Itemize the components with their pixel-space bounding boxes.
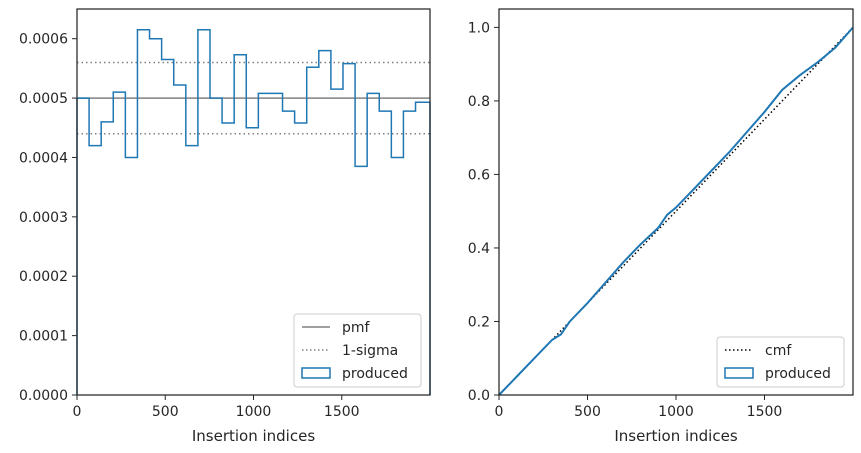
y-tick-label: 0.4: [468, 241, 490, 257]
y-tick-label: 0.0002: [19, 269, 68, 285]
y-tick-label: 0.2: [468, 314, 490, 330]
legend-label: pmf: [342, 320, 371, 336]
legend: cmf produced: [716, 336, 845, 388]
legend: pmf 1-sigma produced: [293, 313, 422, 388]
y-tick-label: 0.8: [468, 94, 490, 110]
y-tick-label: 0.0004: [19, 150, 68, 166]
legend-label: 1-sigma: [342, 343, 398, 359]
plot-frame: [498, 8, 854, 396]
legend-swatch-produced: [724, 367, 754, 379]
y-tick-label: 0.0006: [19, 32, 68, 48]
y-tick-label: 0.0: [468, 388, 490, 404]
cmf-line: [498, 26, 854, 396]
legend-label: produced: [342, 366, 408, 382]
y-tick-label: 0.0000: [19, 388, 68, 404]
y-tick-label: 0.0003: [19, 210, 68, 226]
x-tick-label: 1000: [658, 404, 694, 420]
x-axis-label: Insertion indices: [192, 427, 315, 445]
legend-box: [716, 336, 845, 388]
y-tick-label: 0.6: [468, 167, 490, 183]
x-tick-label: 500: [152, 404, 179, 420]
right-chart-cmf: 0 500 1000 1500 0.0 0.2 0.4 0.6 0.8 1.0 Insertion …: [468, 8, 854, 445]
legend-label: cmf: [765, 343, 792, 359]
produced-histogram-series: [76, 29, 431, 395]
y-tick-label: 0.0001: [19, 329, 68, 345]
x-tick-label: 0: [495, 404, 504, 420]
plot-frame: [76, 8, 431, 396]
produced-cumulative-series: [498, 26, 854, 396]
x-tick-label: 1500: [324, 404, 360, 420]
x-tick-label: 0: [73, 404, 82, 420]
x-axis-label: Insertion indices: [614, 427, 737, 445]
y-tick-label: 0.0005: [19, 91, 68, 107]
x-tick-label: 1000: [236, 404, 272, 420]
legend-label: produced: [765, 366, 831, 382]
y-tick-label: 1.0: [468, 20, 490, 36]
left-chart-pmf: 0 500 1000 1500 0.0000 0.0001 0.0002 0.0003 0.00…: [19, 8, 431, 445]
x-tick-label: 500: [574, 404, 601, 420]
legend-swatch-produced: [301, 367, 331, 379]
x-tick-label: 1500: [747, 404, 783, 420]
